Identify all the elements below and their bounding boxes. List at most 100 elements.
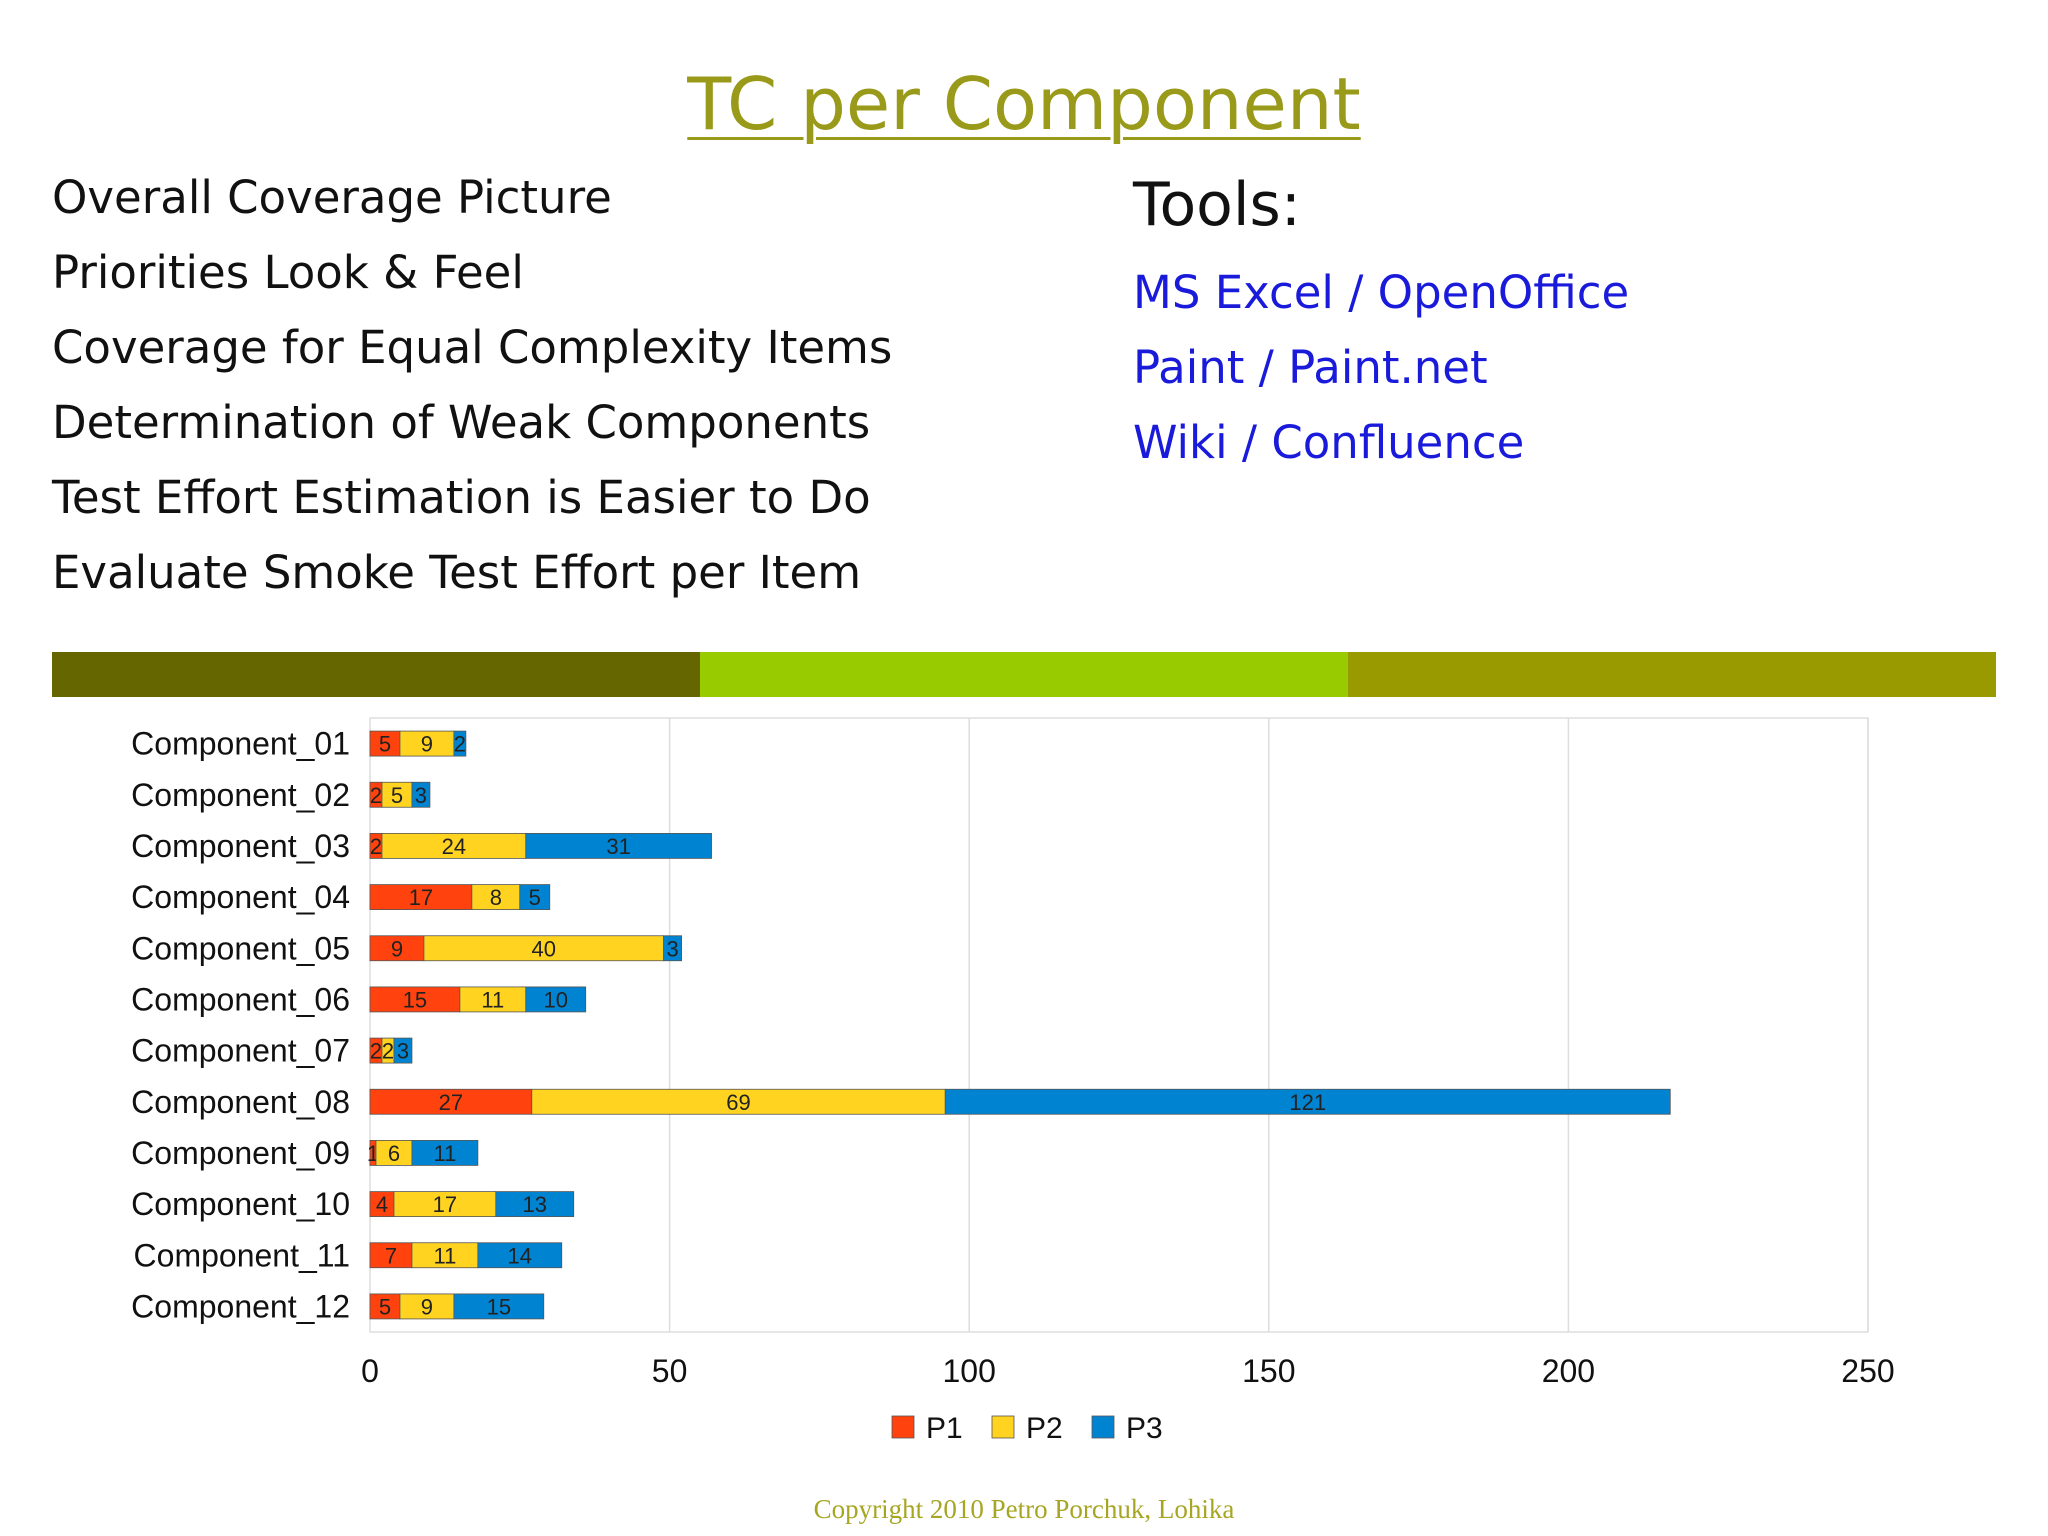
data-label: 7 <box>385 1243 397 1268</box>
tool-item: Wiki / Confluence <box>1133 416 1525 469</box>
data-label: 69 <box>726 1090 750 1115</box>
category-label: Component_12 <box>131 1288 350 1324</box>
category-label: Component_03 <box>131 828 350 864</box>
legend-label: P1 <box>926 1412 963 1445</box>
data-label: 15 <box>403 987 427 1012</box>
x-tick-label: 0 <box>361 1353 379 1389</box>
data-label: 5 <box>379 732 391 757</box>
data-label: 8 <box>490 885 502 910</box>
data-label: 2 <box>382 1039 394 1064</box>
slide-title: TC per Component <box>687 62 1361 146</box>
bar-segment-p3 <box>411 781 431 808</box>
bar-segment-p2 <box>393 1191 497 1217</box>
data-label: 3 <box>415 783 427 808</box>
color-band <box>52 652 1996 697</box>
data-label: 3 <box>666 936 678 961</box>
data-label: 17 <box>409 885 433 910</box>
bullet-list: Overall Coverage Picture Priorities Look… <box>52 160 892 610</box>
bullet-item: Priorities Look & Feel <box>52 246 524 299</box>
band-segment-dark <box>52 652 700 697</box>
bullet-item: Evaluate Smoke Test Effort per Item <box>52 546 862 599</box>
data-label: 27 <box>439 1090 463 1115</box>
tools-list: MS Excel / OpenOffice Paint / Paint.net … <box>1133 255 1629 480</box>
data-label: 10 <box>544 987 568 1012</box>
bar-segment-p1 <box>369 935 425 962</box>
data-label: 15 <box>487 1294 511 1319</box>
bullet-item: Overall Coverage Picture <box>52 171 612 224</box>
band-segment-light <box>700 652 1348 697</box>
data-label: 5 <box>529 885 541 910</box>
bar-segment-p1 <box>369 1088 533 1115</box>
bar-segment-p1 <box>369 1242 413 1269</box>
data-label: 2 <box>454 732 466 757</box>
bullet-item: Coverage for Equal Complexity Items <box>52 321 893 374</box>
bullet-item: Determination of Weak Components <box>52 396 871 449</box>
data-label: 6 <box>388 1141 400 1166</box>
bar-segment-p3 <box>495 1191 575 1217</box>
tool-item: Paint / Paint.net <box>1133 341 1488 394</box>
bar-segment-p3 <box>944 1088 1671 1115</box>
bar-segment-p2 <box>399 1293 455 1320</box>
bar-segment-p1 <box>369 1293 401 1320</box>
bar-segment-p3 <box>393 1037 413 1064</box>
data-label: 11 <box>433 1243 456 1268</box>
tool-item: MS Excel / OpenOffice <box>1133 266 1630 319</box>
data-label: 2 <box>370 1039 382 1064</box>
x-tick-label: 50 <box>652 1353 688 1389</box>
data-label: 17 <box>433 1192 457 1217</box>
legend-swatch <box>1091 1415 1115 1439</box>
data-label: 13 <box>523 1192 547 1217</box>
bar-segment-p3 <box>453 1293 545 1320</box>
data-label: 40 <box>532 936 556 961</box>
bullet-item: Test Effort Estimation is Easier to Do <box>52 471 871 524</box>
bar-segment-p3 <box>477 1242 563 1269</box>
category-label: Component_11 <box>134 1237 350 1273</box>
category-label: Component_06 <box>131 981 350 1017</box>
bar-segment-p3 <box>525 833 712 859</box>
data-label: 14 <box>508 1243 532 1268</box>
tools-heading: Tools: <box>1133 170 1302 240</box>
bar-segment-p2 <box>531 1088 946 1115</box>
category-label: Component_05 <box>131 930 350 966</box>
data-label: 11 <box>481 987 504 1012</box>
bar-segment-p3 <box>663 935 682 962</box>
data-label: 4 <box>376 1192 388 1217</box>
category-label: Component_02 <box>131 777 350 813</box>
category-label: Component_07 <box>131 1033 350 1069</box>
data-label: 5 <box>379 1294 391 1319</box>
bar-segment-p2 <box>381 833 527 859</box>
x-tick-label: 150 <box>1242 1353 1295 1389</box>
category-label: Component_08 <box>131 1084 350 1120</box>
category-label: Component_10 <box>131 1186 350 1222</box>
x-tick-label: 250 <box>1841 1353 1894 1389</box>
data-label: 31 <box>606 834 630 859</box>
bar-segment-p2 <box>399 730 455 757</box>
data-label: 9 <box>391 936 403 961</box>
x-tick-label: 200 <box>1542 1353 1595 1389</box>
copyright-text: Copyright 2010 Petro Porchuk, Lohika <box>813 1494 1235 1524</box>
bar-segment-p3 <box>453 730 467 757</box>
bar-segment-p2 <box>381 781 413 808</box>
data-label: 5 <box>391 783 403 808</box>
data-label: 3 <box>397 1039 409 1064</box>
plot-area <box>369 717 1869 1333</box>
data-label: 9 <box>421 1294 433 1319</box>
legend-swatch <box>891 1415 915 1439</box>
bar-segment-p2 <box>471 884 521 910</box>
category-label: Component_09 <box>131 1135 350 1171</box>
data-label: 121 <box>1289 1090 1326 1115</box>
legend-label: P2 <box>1026 1412 1063 1445</box>
category-label: Component_01 <box>131 726 350 762</box>
data-label: 2 <box>370 834 382 859</box>
data-label: 11 <box>433 1141 456 1166</box>
legend-swatch <box>991 1415 1015 1439</box>
data-label: 9 <box>421 732 433 757</box>
x-tick-label: 100 <box>943 1353 996 1389</box>
bar-segment-p3 <box>519 884 551 910</box>
band-segment-olive <box>1348 652 1996 697</box>
bar-segment-p2 <box>423 935 665 962</box>
bar-segment-p3 <box>525 986 587 1013</box>
legend-label: P3 <box>1126 1412 1163 1445</box>
data-label: 2 <box>370 783 382 808</box>
